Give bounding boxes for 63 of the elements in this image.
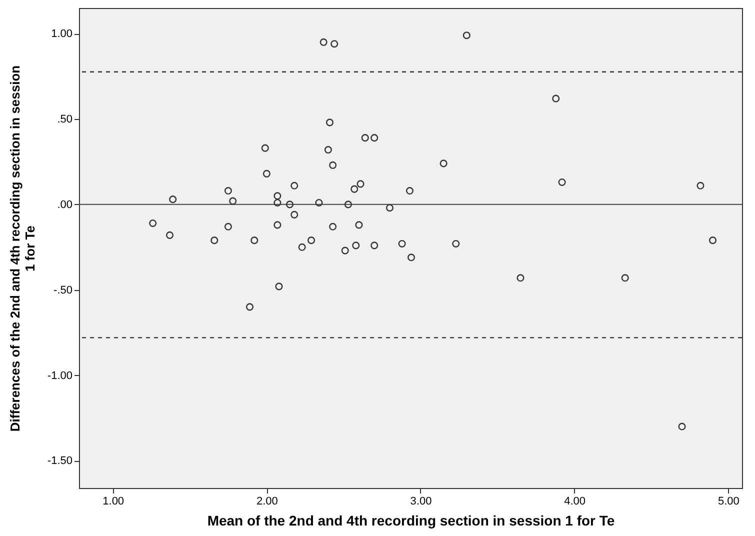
point [274, 192, 282, 200]
point [370, 134, 378, 142]
point [275, 282, 283, 290]
point [286, 200, 294, 208]
point [355, 221, 363, 229]
point [462, 32, 470, 40]
point [229, 197, 237, 205]
point [709, 236, 717, 244]
y-tick-label: -.50 [54, 284, 72, 296]
x-tick-label: 1.00 [102, 496, 124, 508]
point [350, 185, 358, 193]
point [210, 236, 218, 244]
point [552, 94, 560, 102]
y-tick-label: -1.50 [47, 455, 72, 468]
point [274, 198, 282, 206]
point [169, 196, 177, 204]
point [408, 254, 416, 262]
point [352, 242, 360, 250]
y-tick-label: 1.00 [51, 28, 72, 40]
point [290, 182, 298, 190]
point [315, 198, 323, 206]
x-tick-label: 4.00 [564, 496, 586, 508]
point [246, 303, 254, 311]
point [361, 134, 369, 142]
point [326, 118, 334, 126]
point [262, 170, 270, 178]
y-tick-label: -1.00 [47, 370, 72, 382]
point [621, 274, 629, 282]
point [166, 231, 174, 239]
point [308, 236, 316, 244]
x-axis-title: Mean of the 2nd and 4th recording section in session 1 for Te [207, 512, 615, 528]
point [330, 40, 338, 48]
point [440, 160, 448, 168]
point [344, 200, 352, 208]
point [696, 182, 704, 190]
point [224, 187, 232, 195]
point [329, 222, 337, 230]
point [341, 246, 349, 254]
point [274, 221, 282, 229]
y-axis-title: Differences of the 2nd and 4th recording section in session 1 for Te [7, 65, 38, 432]
point [290, 210, 298, 218]
point [356, 180, 364, 188]
point [452, 240, 460, 248]
point [329, 161, 337, 169]
point [250, 236, 258, 244]
x-tick-label: 3.00 [410, 496, 432, 508]
y-tick-label: .00 [57, 198, 72, 211]
point [386, 204, 394, 212]
point [320, 38, 328, 46]
point [324, 146, 332, 154]
point [516, 274, 524, 282]
point [298, 243, 306, 251]
point [149, 219, 157, 227]
point [370, 242, 378, 250]
x-tick-label: 5.00 [718, 496, 740, 508]
point [398, 240, 406, 248]
point [678, 422, 686, 430]
point [558, 178, 566, 186]
point [406, 187, 414, 195]
point [261, 144, 269, 152]
y-tick-label: .50 [57, 114, 72, 126]
point [224, 222, 232, 230]
x-tick-label: 2.00 [256, 496, 278, 508]
